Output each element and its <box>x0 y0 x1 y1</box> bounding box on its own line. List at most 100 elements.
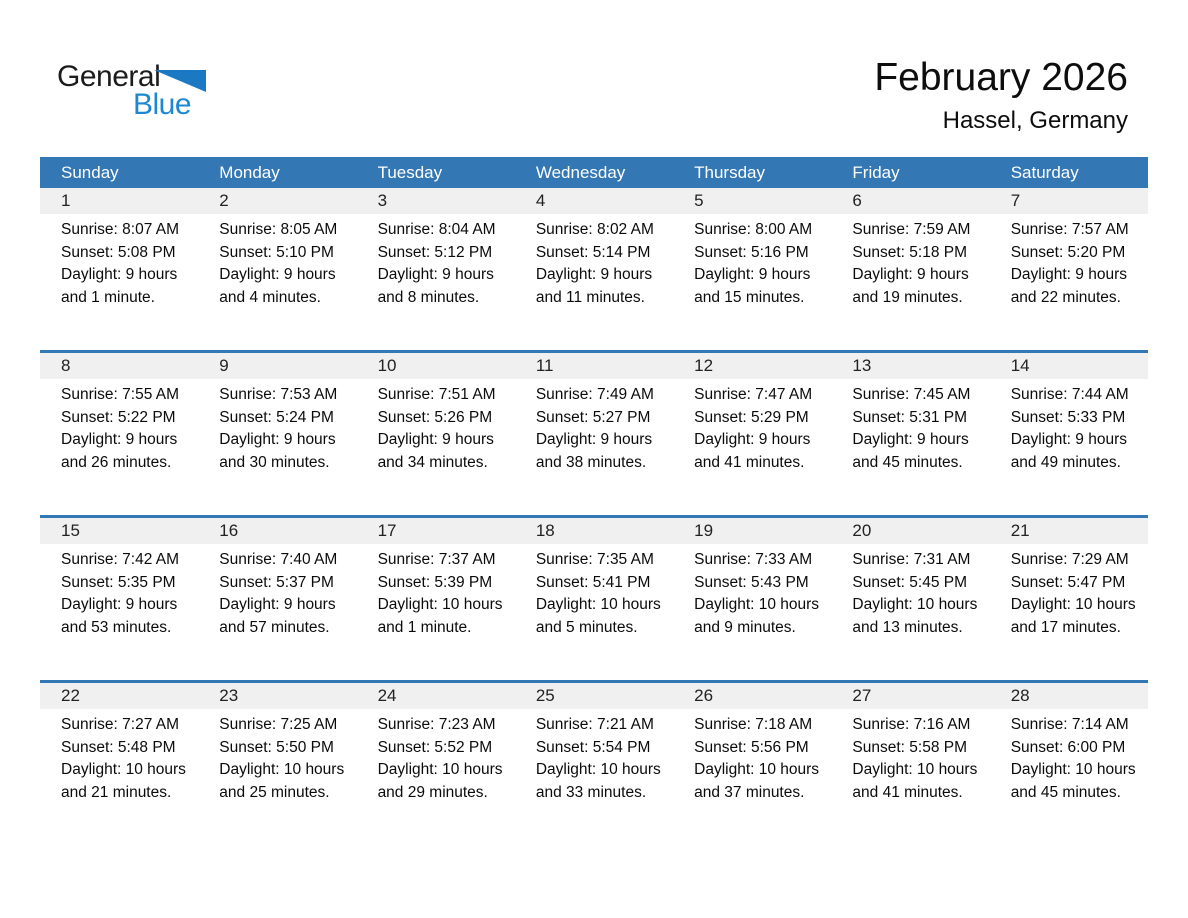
day-number-band: 1 2 3 4 5 6 7 <box>40 188 1148 214</box>
day-content-band: Sunrise: 7:27 AM Sunset: 5:48 PM Daylight:… <box>40 709 1148 804</box>
day-number: 16 <box>219 521 239 540</box>
daylight-text: Daylight: 10 hours and 41 minutes. <box>852 761 978 801</box>
day-cell: Sunrise: 7:14 AM Sunset: 6:00 PM Daylight:… <box>990 709 1148 804</box>
sunrise-text: Sunrise: 7:47 AM <box>694 386 813 403</box>
sunrise-text: Sunrise: 8:04 AM <box>377 221 496 238</box>
sunset-text: Sunset: 5:31 PM <box>852 408 967 426</box>
week-row: 22 23 24 25 26 27 28 Sunrise: 7:27 AM Sunset: 5:… <box>40 680 1148 845</box>
daylight-text: Daylight: 9 hours and 22 minutes. <box>1010 266 1127 306</box>
day-cell: Sunrise: 7:47 AM Sunset: 5:29 PM Daylight:… <box>673 379 831 474</box>
sunrise-text: Sunrise: 7:55 AM <box>61 386 180 403</box>
day-cell: Sunrise: 7:21 AM Sunset: 5:54 PM Daylight:… <box>515 709 673 804</box>
sunrise-text: Sunrise: 7:53 AM <box>219 386 338 403</box>
day-number: 11 <box>535 356 554 375</box>
weekday-label-saturday: Saturday <box>1010 163 1079 182</box>
sunset-text: Sunset: 5:14 PM <box>535 243 651 261</box>
daylight-text: Daylight: 9 hours and 15 minutes. <box>694 266 811 306</box>
daylight-text: Daylight: 9 hours and 1 minute. <box>61 266 178 306</box>
daylight-text: Daylight: 9 hours and 34 minutes. <box>377 431 494 471</box>
sunrise-text: Sunrise: 7:59 AM <box>852 221 971 238</box>
daylight-text: Daylight: 9 hours and 38 minutes. <box>535 431 653 471</box>
day-cell: Sunrise: 8:02 AM Sunset: 5:14 PM Daylight:… <box>515 214 673 309</box>
sunset-text: Sunset: 5:43 PM <box>694 573 809 591</box>
sunrise-text: Sunrise: 8:07 AM <box>61 221 180 238</box>
daylight-text: Daylight: 10 hours and 25 minutes. <box>219 761 345 801</box>
daylight-text: Daylight: 10 hours and 33 minutes. <box>535 761 661 801</box>
sunset-text: Sunset: 5:12 PM <box>377 243 493 261</box>
daylight-text: Daylight: 10 hours and 29 minutes. <box>377 761 503 801</box>
week-body: 15 16 17 18 19 20 21 Sunrise: 7:42 AM Sunset: 5:… <box>40 518 1148 680</box>
day-number: 23 <box>219 686 239 705</box>
day-cell: Sunrise: 7:35 AM Sunset: 5:41 PM Daylight:… <box>515 544 673 639</box>
day-cell: Sunrise: 7:42 AM Sunset: 5:35 PM Daylight:… <box>40 544 198 639</box>
sunrise-text: Sunrise: 7:29 AM <box>1010 551 1129 568</box>
sunset-text: Sunset: 5:22 PM <box>61 408 176 426</box>
daylight-text: Daylight: 10 hours and 9 minutes. <box>694 596 820 636</box>
day-number: 24 <box>377 686 397 705</box>
day-number: 25 <box>535 686 555 705</box>
daylight-text: Daylight: 10 hours and 45 minutes. <box>1010 761 1136 801</box>
daylight-text: Daylight: 9 hours and 11 minutes. <box>535 266 653 306</box>
sunrise-text: Sunrise: 7:35 AM <box>535 551 654 568</box>
sunrise-text: Sunrise: 8:05 AM <box>219 221 338 238</box>
page-title: February 2026 <box>874 56 1128 99</box>
day-number: 5 <box>694 191 704 210</box>
sunset-text: Sunset: 5:52 PM <box>377 738 493 756</box>
day-number-band: 22 23 24 25 26 27 28 <box>40 683 1148 709</box>
title-block: February 2026 Hassel, Germany <box>874 55 1128 137</box>
daylight-text: Daylight: 9 hours and 4 minutes. <box>219 266 336 306</box>
day-cell: Sunrise: 7:18 AM Sunset: 5:56 PM Daylight:… <box>673 709 831 804</box>
day-cell: Sunrise: 8:04 AM Sunset: 5:12 PM Daylight:… <box>357 214 515 309</box>
calendar-weeks: 1 2 3 4 5 6 7 Sunrise: 8:07 AM Sunset: 5:08 PM Da… <box>40 188 1148 845</box>
daylight-text: Daylight: 9 hours and 45 minutes. <box>852 431 969 471</box>
week-body: 8 9 10 11 12 13 14 Sunrise: 7:55 AM Sunset: 5:22… <box>40 353 1148 515</box>
daylight-text: Daylight: 9 hours and 30 minutes. <box>219 431 336 471</box>
sunrise-text: Sunrise: 7:40 AM <box>219 551 338 568</box>
sunrise-text: Sunrise: 7:23 AM <box>377 716 496 733</box>
day-cell: Sunrise: 7:33 AM Sunset: 5:43 PM Daylight:… <box>673 544 831 639</box>
day-number: 19 <box>694 521 714 540</box>
weekday-header-row: Sunday Monday Tuesday Wednesday Thursday Frid… <box>40 157 1148 188</box>
sunset-text: Sunset: 5:20 PM <box>1010 243 1126 261</box>
day-number: 13 <box>852 356 872 375</box>
day-content-band: Sunrise: 7:42 AM Sunset: 5:35 PM Daylight:… <box>40 544 1148 639</box>
logo-text-general: General <box>57 60 161 93</box>
day-cell: Sunrise: 7:37 AM Sunset: 5:39 PM Daylight:… <box>357 544 515 639</box>
day-number-band: 15 16 17 18 19 20 21 <box>40 518 1148 544</box>
weekday-label-monday: Monday <box>219 163 280 182</box>
sunset-text: Sunset: 5:54 PM <box>535 738 651 756</box>
day-number: 12 <box>694 356 714 375</box>
daylight-text: Daylight: 9 hours and 8 minutes. <box>377 266 494 306</box>
sunrise-text: Sunrise: 7:16 AM <box>852 716 971 733</box>
day-number: 1 <box>61 191 71 210</box>
week-body: 22 23 24 25 26 27 28 Sunrise: 7:27 AM Sunset: 5:… <box>40 683 1148 845</box>
sunset-text: Sunset: 5:08 PM <box>61 243 176 261</box>
daylight-text: Daylight: 9 hours and 26 minutes. <box>61 431 178 471</box>
week-body: 1 2 3 4 5 6 7 Sunrise: 8:07 AM Sunset: 5:08 PM Da… <box>40 188 1148 350</box>
daylight-text: Daylight: 9 hours and 19 minutes. <box>852 266 969 306</box>
day-cell: Sunrise: 7:53 AM Sunset: 5:24 PM Daylight:… <box>198 379 356 474</box>
weekday-label-thursday: Thursday <box>694 163 765 182</box>
sunset-text: Sunset: 5:47 PM <box>1010 573 1126 591</box>
general-blue-logo: General Blue <box>57 62 217 122</box>
weekday-label-tuesday: Tuesday <box>377 163 443 182</box>
sunrise-text: Sunrise: 7:44 AM <box>1010 386 1129 403</box>
weekday-label-sunday: Sunday <box>61 163 119 182</box>
sunset-text: Sunset: 5:27 PM <box>535 408 651 426</box>
day-number: 22 <box>61 686 80 705</box>
day-number: 8 <box>61 356 71 375</box>
weekday-label-friday: Friday <box>852 163 900 182</box>
day-cell: Sunrise: 7:49 AM Sunset: 5:27 PM Daylight:… <box>515 379 673 474</box>
sunset-text: Sunset: 5:50 PM <box>219 738 334 756</box>
sunrise-text: Sunrise: 7:25 AM <box>219 716 338 733</box>
day-cell: Sunrise: 7:57 AM Sunset: 5:20 PM Daylight:… <box>990 214 1148 309</box>
sunset-text: Sunset: 5:58 PM <box>852 738 967 756</box>
day-number: 2 <box>219 191 229 210</box>
day-content-band: Sunrise: 8:07 AM Sunset: 5:08 PM Daylight:… <box>40 214 1148 309</box>
sunrise-text: Sunrise: 7:27 AM <box>61 716 180 733</box>
day-cell: Sunrise: 8:05 AM Sunset: 5:10 PM Daylight:… <box>198 214 356 309</box>
sunset-text: Sunset: 5:18 PM <box>852 243 967 261</box>
sunset-text: Sunset: 5:26 PM <box>377 408 493 426</box>
sunset-text: Sunset: 5:35 PM <box>61 573 176 591</box>
